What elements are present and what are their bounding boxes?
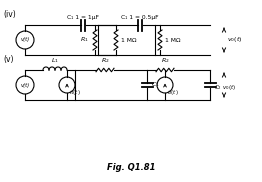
Text: (v): (v)	[3, 55, 14, 64]
Text: $i_2(t)$: $i_2(t)$	[167, 88, 179, 97]
Text: Fig. Q1.81: Fig. Q1.81	[107, 163, 155, 172]
Text: $C_1$: $C_1$	[151, 81, 160, 89]
Text: $R_2$: $R_2$	[161, 56, 169, 65]
Text: v(t): v(t)	[20, 82, 30, 88]
Text: C₁ 1 = 0.5μF: C₁ 1 = 0.5μF	[121, 15, 159, 20]
Text: C₁ 1 = 1μF: C₁ 1 = 1μF	[67, 15, 99, 20]
Text: 1 MΩ: 1 MΩ	[165, 37, 181, 43]
Text: $L_1$: $L_1$	[51, 56, 59, 65]
Text: (iv): (iv)	[3, 10, 16, 19]
Text: $R_1$: $R_1$	[80, 35, 89, 44]
Text: $i_1(t)$: $i_1(t)$	[69, 88, 81, 97]
Text: v(t): v(t)	[20, 37, 30, 43]
Text: 1 MΩ: 1 MΩ	[121, 37, 137, 43]
Text: $R_2$: $R_2$	[101, 56, 109, 65]
Text: $v_0(t)$: $v_0(t)$	[227, 35, 242, 45]
Text: $C_2$ $v_0(t)$: $C_2$ $v_0(t)$	[214, 84, 236, 92]
